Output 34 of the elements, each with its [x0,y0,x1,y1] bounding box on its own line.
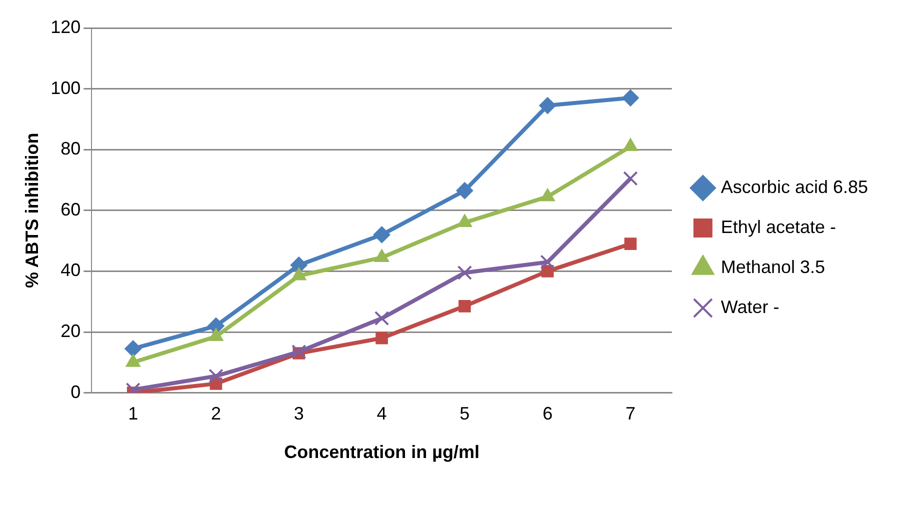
point [624,238,637,250]
y-axis-title: % ABTS inhibition [22,132,42,288]
y-tick-label: 0 [70,382,81,402]
point [292,344,306,360]
x-tick-label: 4 [376,404,387,424]
point [540,254,555,270]
point [622,89,639,106]
x-axis-title: Concentration in µg/ml [284,442,480,462]
x-tick-label: 5 [460,404,470,424]
point [208,368,224,384]
y-tick-label: 120 [50,16,81,37]
point [374,310,390,326]
point [373,226,390,244]
x-tick-label: 1 [128,404,138,424]
x-tick-label: 3 [294,404,304,424]
point [623,171,638,186]
point [539,97,556,114]
legend-label: Methanol 3.5 [720,256,825,277]
point [376,332,388,344]
y-tick-label: 20 [60,320,81,341]
point [458,300,471,312]
x-tick-label: 7 [625,404,636,424]
y-tick-label: 60 [60,199,81,220]
y-tick-label: 40 [60,260,81,280]
x-tick-label: 2 [210,404,221,424]
x-tick-label: 6 [542,404,553,424]
point [457,265,472,280]
y-tick-label: 100 [50,78,81,98]
legend-label: Water - [720,296,780,317]
point [124,340,142,358]
y-tick-label: 80 [60,138,81,159]
point [456,182,474,200]
legend-label: Ascorbic acid 6.85 [720,176,868,197]
legend-label: Ethyl acetate - [720,216,836,237]
